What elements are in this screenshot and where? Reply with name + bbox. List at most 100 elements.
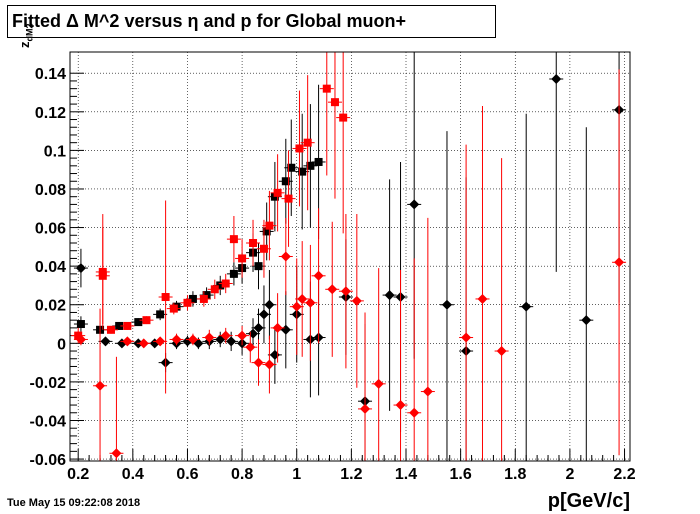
y-tick-label: 0.12	[35, 105, 66, 122]
data-point-diamond	[111, 448, 122, 459]
data-point-square	[295, 144, 304, 153]
data-point-square	[115, 321, 124, 330]
x-tick-label: 0.6	[176, 466, 198, 483]
data-point-square	[303, 138, 312, 147]
x-tick-label: 0.2	[67, 466, 89, 483]
x-tick-label: 2	[565, 466, 574, 483]
data-point-square	[306, 161, 315, 170]
data-point-square	[314, 157, 323, 166]
data-point-square	[142, 316, 151, 325]
data-point-square	[74, 331, 83, 340]
data-point-diamond	[171, 334, 182, 345]
data-point-diamond	[258, 309, 269, 320]
chart-title: Fitted Δ M^2 versus η and p for Global m…	[7, 5, 496, 38]
data-point-square	[322, 84, 331, 93]
x-tick-label: 1.6	[450, 466, 472, 483]
data-point-diamond	[253, 322, 264, 333]
plot-area	[70, 52, 630, 461]
data-point-diamond	[496, 346, 507, 357]
data-point-square	[76, 320, 85, 329]
data-point-square	[330, 98, 339, 107]
data-point-diamond	[138, 338, 149, 349]
data-point-square	[273, 188, 282, 197]
y-tick-label: -0.02	[30, 375, 67, 392]
data-point-diamond	[155, 336, 166, 347]
data-point-diamond	[477, 293, 488, 304]
timestamp: Tue May 15 09:22:08 2018	[7, 497, 141, 509]
data-point-diamond	[280, 324, 291, 335]
data-point-square	[238, 254, 247, 263]
y-axis-label: zdM2	[17, 23, 35, 49]
data-point-diamond	[95, 380, 106, 391]
x-axis-label: p[GeV/c]	[547, 490, 630, 512]
data-point-diamond	[551, 74, 562, 85]
data-point-diamond	[441, 299, 452, 310]
data-point-square	[259, 244, 268, 253]
data-point-diamond	[313, 270, 324, 281]
data-point-diamond	[351, 295, 362, 306]
data-point-diamond	[245, 342, 256, 353]
data-point-diamond	[409, 407, 420, 418]
y-tick-label: 0.08	[35, 182, 66, 199]
data-point-square	[134, 318, 143, 327]
data-point-square	[216, 281, 225, 290]
data-point-square	[169, 304, 178, 313]
x-tick-label: 1.4	[395, 466, 417, 483]
data-point-square	[188, 294, 197, 303]
y-tick-label: 0.14	[35, 66, 66, 83]
data-point-square	[161, 293, 170, 302]
data-point-square	[298, 167, 307, 176]
data-point-square	[284, 194, 293, 203]
y-tick-label: 0.1	[44, 143, 66, 160]
data-point-diamond	[264, 359, 275, 370]
data-point-diamond	[305, 297, 316, 308]
data-point-square	[210, 285, 219, 294]
data-point-diamond	[204, 332, 215, 343]
data-point-diamond	[75, 334, 86, 345]
data-point-square	[221, 279, 230, 288]
x-tick-label: 1.8	[504, 466, 526, 483]
data-point-diamond	[237, 330, 248, 341]
data-point-diamond	[264, 299, 275, 310]
data-point-square	[123, 321, 132, 330]
x-tick-label: 0.4	[122, 466, 144, 483]
data-point-diamond	[253, 357, 264, 368]
x-tick-label: 1	[292, 466, 301, 483]
data-point-diamond	[220, 330, 231, 341]
data-point-diamond	[422, 386, 433, 397]
data-point-square	[262, 227, 271, 236]
y-tick-label: 0	[57, 336, 66, 353]
data-point-square	[339, 113, 348, 122]
data-point-diamond	[327, 284, 338, 295]
data-point-square	[98, 271, 107, 280]
data-point-diamond	[409, 199, 420, 210]
data-point-diamond	[581, 315, 592, 326]
data-point-diamond	[280, 251, 291, 262]
data-point-square	[183, 298, 192, 307]
data-point-diamond	[360, 403, 371, 414]
data-point-diamond	[373, 378, 384, 389]
data-point-square	[265, 221, 274, 230]
data-point-diamond	[187, 334, 198, 345]
plot-frame	[69, 51, 631, 462]
data-point-diamond	[521, 301, 532, 312]
data-point-diamond	[122, 336, 133, 347]
data-point-diamond	[384, 290, 395, 301]
x-tick-label: 2.2	[613, 466, 635, 483]
data-point-diamond	[395, 400, 406, 411]
data-point-diamond	[297, 293, 308, 304]
data-point-diamond	[614, 257, 625, 268]
y-tick-label: 0.02	[35, 298, 66, 315]
data-point-diamond	[226, 336, 237, 347]
data-point-square	[287, 163, 296, 172]
data-point-square	[229, 235, 238, 244]
data-point-diamond	[75, 263, 86, 274]
data-point-square	[199, 294, 208, 303]
data-point-diamond	[272, 322, 283, 333]
y-tick-label: 0.04	[35, 259, 66, 276]
data-point-diamond	[461, 332, 472, 343]
x-tick-label: 0.8	[231, 466, 253, 483]
data-point-square	[281, 177, 290, 186]
data-point-square	[249, 238, 258, 247]
